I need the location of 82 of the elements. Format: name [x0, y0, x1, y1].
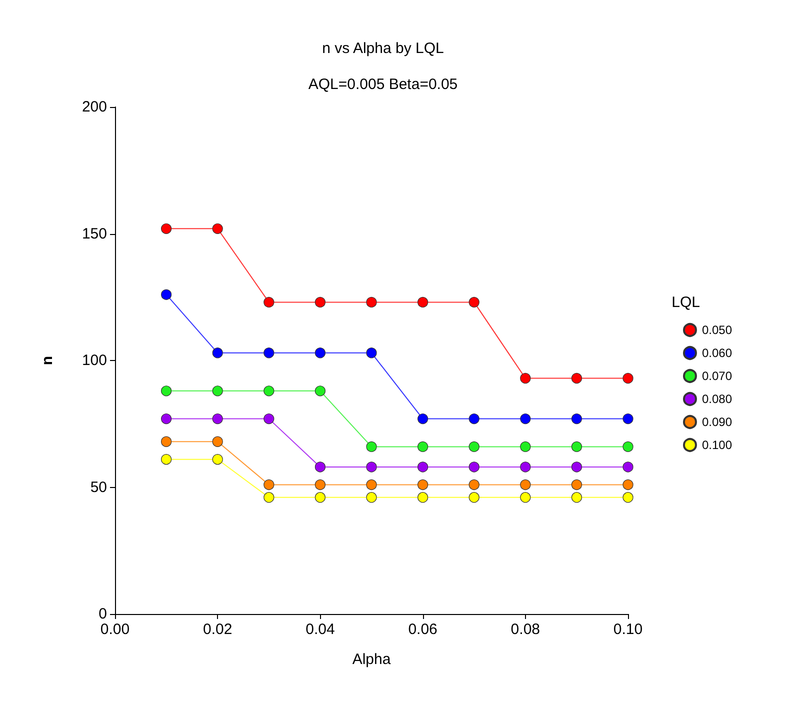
point: [622, 414, 634, 424]
point: [161, 436, 172, 447]
point: [520, 479, 531, 490]
point: [571, 441, 582, 452]
point: [571, 492, 582, 503]
point: [418, 462, 428, 472]
point: [622, 479, 634, 490]
legend-label: 0.100: [702, 438, 732, 452]
point: [571, 479, 582, 490]
point: [468, 492, 480, 503]
point: [418, 492, 428, 503]
point: [366, 462, 377, 472]
x-tick-label: 0.06: [408, 621, 438, 638]
point: [161, 223, 172, 234]
point: [161, 454, 172, 465]
x-axis-title: Alpha: [352, 651, 392, 668]
legend-label: 0.090: [702, 415, 732, 429]
point: [468, 441, 480, 452]
point: [622, 462, 634, 472]
chart-title: n vs Alpha by LQL: [322, 40, 444, 57]
point: [366, 479, 377, 490]
y-tick-label: 0: [98, 606, 107, 622]
legend-title: LQL: [672, 294, 700, 311]
point: [418, 296, 428, 308]
point: [264, 492, 274, 503]
point: [622, 372, 634, 384]
point: [571, 372, 582, 384]
point: [314, 462, 326, 472]
x-tick-label: 0.10: [613, 621, 643, 638]
chart-subtitle: AQL=0.005 Beta=0.05: [308, 76, 458, 93]
point: [468, 462, 480, 472]
point: [418, 441, 428, 452]
point: [622, 441, 634, 452]
point: [418, 479, 428, 490]
point: [468, 296, 480, 308]
point: [520, 492, 531, 503]
point: [366, 348, 377, 358]
point: [161, 386, 172, 396]
point: [571, 414, 582, 424]
point: [314, 386, 326, 396]
legend-label: 0.070: [702, 369, 732, 383]
point: [314, 479, 326, 490]
point: [212, 348, 223, 358]
point: [520, 372, 531, 384]
point: [212, 454, 223, 465]
x-tick-label: 0.08: [510, 621, 540, 638]
point: [264, 296, 274, 308]
point: [314, 348, 326, 358]
point: [212, 223, 223, 234]
point: [571, 462, 582, 472]
point: [520, 441, 531, 452]
y-tick-label: 150: [82, 225, 107, 242]
point: [520, 462, 531, 472]
point: [264, 386, 274, 396]
legend-label: 0.060: [702, 346, 732, 360]
legend-label: 0.080: [702, 392, 732, 406]
x-tick-label: 0.00: [100, 621, 130, 638]
point: [366, 296, 377, 308]
point: [366, 441, 377, 452]
point: [468, 479, 480, 490]
point: [366, 492, 377, 503]
legend-label: 0.050: [702, 323, 732, 337]
y-tick-label: 200: [82, 98, 107, 116]
point: [314, 296, 326, 308]
point: [161, 289, 172, 300]
point: [264, 479, 274, 490]
point: [622, 492, 634, 503]
y-tick-label: 50: [90, 478, 107, 496]
point: [161, 414, 172, 424]
y-tick-label: 100: [82, 352, 107, 369]
y-axis-title: n: [39, 356, 56, 366]
point: [520, 414, 531, 424]
x-tick-label: 0.04: [306, 621, 335, 638]
point: [212, 436, 223, 447]
point: [314, 492, 326, 503]
point: [264, 414, 274, 424]
point: [264, 348, 274, 358]
point: [212, 414, 223, 424]
point: [212, 386, 223, 396]
point: [418, 414, 428, 424]
point: [468, 414, 480, 424]
x-tick-label: 0.02: [203, 621, 232, 638]
